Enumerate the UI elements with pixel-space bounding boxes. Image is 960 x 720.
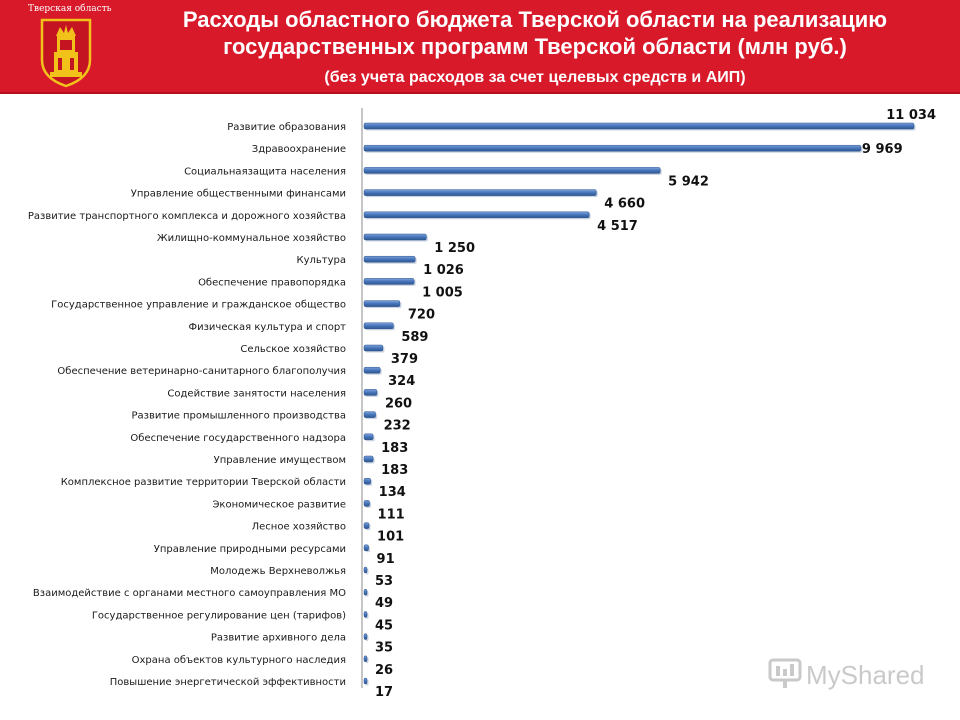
value-label: 1 250: [434, 241, 475, 256]
category-label: Управление общественными финансами: [131, 189, 346, 200]
page-subtitle: (без учета расходов за счет целевых сред…: [324, 69, 746, 86]
bar: [363, 233, 427, 241]
region-label: Тверская область: [28, 4, 112, 14]
bar: [363, 278, 415, 285]
category-label: Здравоохранение: [252, 144, 346, 155]
category-label: Развитие промышленного производства: [132, 411, 347, 422]
bar: [363, 655, 368, 663]
title-line-1: Расходы областного бюджета Тверской обла…: [182, 7, 888, 32]
bar: [363, 611, 368, 618]
category-label: Экономическое развитие: [212, 499, 346, 510]
value-label: 49: [375, 596, 393, 611]
title-line-2: государственных программ Тверской област…: [223, 34, 847, 59]
value-label: 1 026: [423, 263, 464, 278]
category-label: Государственное регулирование цен (тариф…: [92, 610, 346, 621]
bar: [363, 411, 376, 418]
value-label: 134: [379, 485, 406, 500]
category-label: Повышение энергетической эффективности: [110, 677, 346, 688]
value-label: 17: [375, 685, 393, 696]
category-label: Лесное хозяйство: [252, 522, 346, 533]
bar: [363, 144, 862, 152]
category-label: Развитие образования: [227, 122, 346, 133]
value-label: 11 034: [886, 108, 936, 123]
category-label: Социальнаязащита населения: [184, 166, 346, 177]
bar: [363, 189, 597, 196]
category-label: Развитие транспортного комплекса и дорож…: [28, 211, 346, 222]
bar: [363, 300, 401, 307]
coat-of-arms-icon: [40, 18, 92, 88]
bar: [363, 677, 368, 685]
value-label: 5 942: [668, 174, 709, 189]
value-label: 35: [375, 641, 393, 656]
budget-bar-chart: Развитие образования 11 034 Здравоохранени…: [28, 108, 936, 696]
value-label: 53: [375, 574, 393, 589]
bar: [363, 122, 915, 130]
bar: [363, 500, 370, 507]
presentation-icon: [768, 658, 802, 688]
header-banner: Тверская область Расходы областного бюдж…: [0, 0, 960, 94]
value-label: 4 517: [597, 219, 638, 234]
category-label: Сельское хозяйство: [240, 344, 346, 355]
category-label: Физическая культура и спорт: [189, 322, 347, 333]
category-label: Управление природными ресурсами: [154, 544, 346, 555]
bar: [363, 588, 368, 596]
bar: [363, 455, 374, 463]
value-label: 260: [385, 396, 412, 411]
value-label: 183: [381, 463, 408, 478]
bar: [363, 566, 368, 574]
value-label: 379: [391, 352, 418, 367]
bar: [363, 344, 384, 352]
category-label: Государственное управление и гражданское…: [51, 300, 346, 311]
category-label: Управление имуществом: [214, 455, 346, 466]
watermark-text: MyShared: [806, 660, 925, 690]
value-label: 9 969: [862, 142, 903, 157]
bar: [363, 322, 394, 330]
category-label: Культура: [296, 255, 346, 266]
value-label: 45: [375, 618, 393, 633]
value-label: 4 660: [604, 197, 645, 212]
bar: [363, 522, 370, 529]
value-label: 1 005: [422, 285, 463, 300]
bar: [363, 633, 368, 640]
region-emblem: Тверская область: [26, 4, 112, 90]
category-label: Взаимодействие с органами местного самоу…: [33, 588, 346, 599]
value-label: 232: [384, 419, 411, 434]
category-label: Обеспечение государственного надзора: [130, 433, 346, 444]
value-label: 91: [377, 552, 395, 567]
value-label: 111: [378, 507, 405, 522]
category-label: Жилищно-коммунальное хозяйство: [157, 233, 346, 244]
value-label: 589: [401, 330, 428, 345]
value-label: 324: [388, 374, 415, 389]
category-label: Комплексное развитие территории Тверской…: [61, 477, 346, 488]
bar: [363, 255, 416, 263]
bar: [363, 167, 661, 174]
category-label: Охрана объектов культурного наследия: [132, 655, 346, 666]
category-label: Содействие занятости населения: [167, 388, 346, 399]
bar: [363, 211, 590, 219]
bar: [363, 477, 371, 485]
bar: [363, 544, 369, 552]
category-label: Обеспечение правопорядка: [198, 277, 346, 288]
category-label: Обеспечение ветеринарно-санитарного благ…: [57, 366, 346, 377]
value-label: 720: [408, 308, 435, 323]
page-title: Расходы областного бюджета Тверской обла…: [110, 6, 960, 60]
bar: [363, 433, 374, 441]
bar: [363, 389, 378, 396]
bar: [363, 366, 381, 374]
category-label: Молодежь Верхневолжья: [210, 566, 346, 577]
watermark: MyShared: [768, 658, 938, 692]
value-label: 26: [375, 663, 393, 678]
category-label: Развитие архивного дела: [211, 633, 346, 644]
value-label: 101: [377, 530, 404, 545]
value-label: 183: [381, 441, 408, 456]
